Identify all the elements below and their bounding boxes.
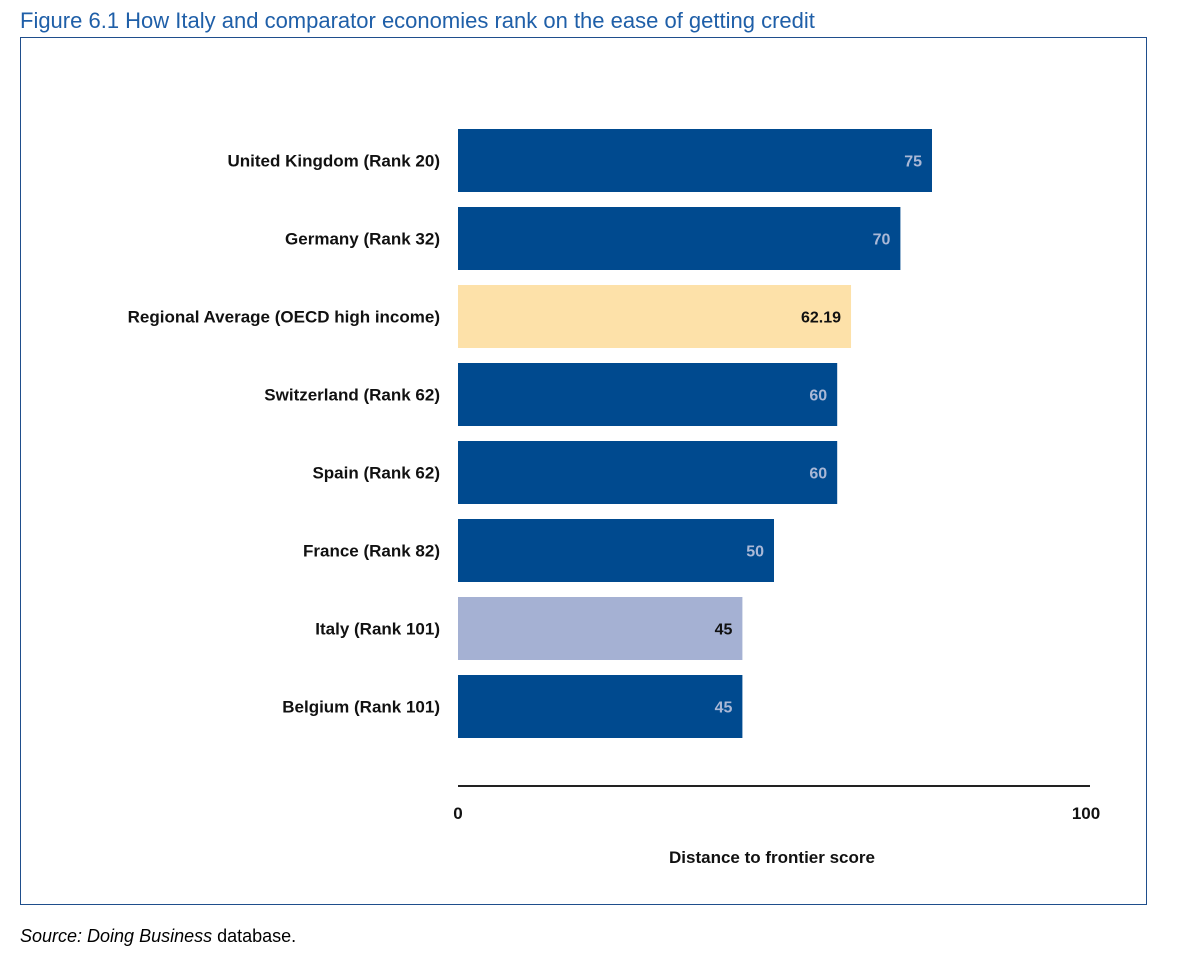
value-label-belgium-rank-101: 45 xyxy=(715,700,733,717)
source-suffix: database. xyxy=(212,926,297,946)
category-label-spain-rank-62: Spain (Rank 62) xyxy=(312,464,440,483)
category-label-france-rank-82: France (Rank 82) xyxy=(303,542,440,561)
category-label-italy-rank-101: Italy (Rank 101) xyxy=(315,620,440,639)
x-tick-label-0: 0 xyxy=(453,804,462,823)
value-label-united-kingdom-rank-20: 75 xyxy=(904,154,922,171)
value-label-switzerland-rank-62: 60 xyxy=(809,388,827,405)
value-label-france-rank-82: 50 xyxy=(746,544,764,561)
category-label-germany-rank-32: Germany (Rank 32) xyxy=(285,230,440,249)
bar-spain-rank-62 xyxy=(458,441,838,504)
category-label-united-kingdom-rank-20: United Kingdom (Rank 20) xyxy=(227,152,440,171)
bar-switzerland-rank-62 xyxy=(458,363,838,426)
bar-france-rank-82 xyxy=(458,519,774,582)
bar-germany-rank-32 xyxy=(458,207,901,270)
value-label-germany-rank-32: 70 xyxy=(873,232,891,249)
x-tick-label-100: 100 xyxy=(1072,804,1100,823)
chart-frame xyxy=(20,37,1147,905)
category-label-belgium-rank-101: Belgium (Rank 101) xyxy=(282,698,440,717)
source-note: Source: Doing Business database. xyxy=(20,926,296,947)
value-label-italy-rank-101: 45 xyxy=(715,622,733,639)
category-label-switzerland-rank-62: Switzerland (Rank 62) xyxy=(264,386,440,405)
bar-belgium-rank-101 xyxy=(458,675,743,738)
figure-title: Figure 6.1 How Italy and comparator econ… xyxy=(20,8,815,33)
bar-regional-average-oecd-high-income xyxy=(458,285,852,348)
bar-united-kingdom-rank-20 xyxy=(458,129,932,192)
value-label-regional-average-oecd-high-income: 62.19 xyxy=(801,310,841,327)
x-axis-title: Distance to frontier score xyxy=(669,848,875,867)
bar-italy-rank-101 xyxy=(458,597,743,660)
value-label-spain-rank-62: 60 xyxy=(809,466,827,483)
source-prefix: Source: Doing Business xyxy=(20,926,213,946)
category-label-regional-average-oecd-high-income: Regional Average (OECD high income) xyxy=(128,308,440,327)
